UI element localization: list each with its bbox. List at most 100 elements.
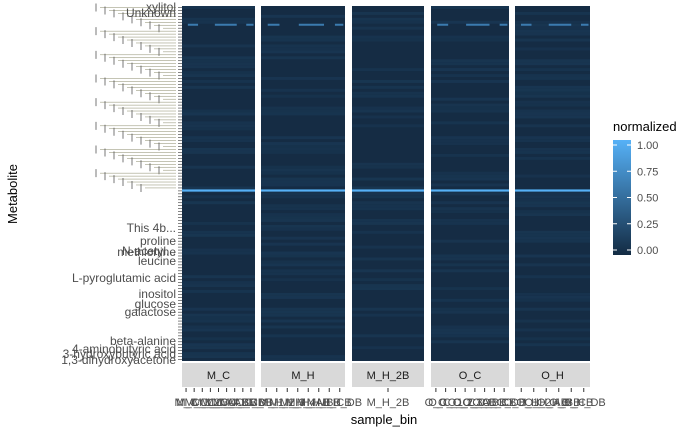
y-tick-label: 4-aminobutyric acid [72,342,176,356]
heatmap-cell [515,328,590,332]
heatmap-cell [261,142,345,146]
heatmap-cell [352,11,424,15]
heatmap-cell [515,263,590,267]
heatmap-cell [261,56,345,60]
heatmap-cell [261,325,345,329]
heatmap-cell [515,109,590,113]
x-tick-label: M_H_2 [259,397,294,409]
y-tick-label: beta-alanine [110,334,176,348]
legend-tick-label: 0.25 [637,219,658,231]
heatmap-cell [515,150,590,154]
y-tick-label: N-acetyl... [122,244,176,258]
heatmap-cell [182,59,255,63]
heatmap-cell [515,295,590,299]
heatmap-cell [352,186,424,190]
heatmap-cell [261,136,345,140]
heatmap-cell [515,68,590,72]
heatmap-cell [261,334,345,338]
heatmap-cell [261,313,345,317]
heatmap-cell [515,213,590,217]
heatmap-cell [261,183,345,187]
heatmap-cell [431,287,509,290]
heatmap-cell [261,207,345,211]
heatmap-cell [431,210,509,214]
heatmap-cell [515,77,590,80]
x-tick-label: O_H_CB [549,397,593,409]
heatmap-cell [352,85,424,89]
heatmap-cell-highlight [548,23,572,26]
heatmap-cell [182,319,255,323]
heatmap-cell [182,79,255,83]
heatmap-cell [261,263,345,267]
heatmap-cell [515,32,590,36]
heatmap-cell [431,307,509,311]
heatmap-cell [261,254,345,258]
heatmap-cell [182,121,255,125]
heatmap-cell [261,171,345,175]
heatmap-cell [182,230,255,234]
heatmap-cell [352,284,424,288]
heatmap-cell [261,213,345,217]
heatmap-cell [182,6,255,9]
heatmap-cell [431,59,509,63]
heatmap-cell [515,292,590,296]
y-tick-label: This 4b... [127,221,176,235]
heatmap-cell [515,195,590,199]
heatmap-cell [431,153,509,157]
heatmap-cell [431,97,509,101]
heatmap-cell [515,112,590,116]
facet-strip-label: O_C [459,370,482,382]
heatmap-cell [352,94,424,98]
heatmap-cell [261,310,345,314]
heatmap-cell [515,148,590,151]
heatmap-cell [182,313,255,317]
heatmap-cell [352,207,424,211]
heatmap-cell [352,162,424,166]
heatmap-cell [261,269,345,273]
heatmap-cell [515,85,590,89]
heatmap-cell [515,210,590,214]
heatmap-cell [515,29,590,33]
heatmap-cell [431,74,509,77]
heatmap-cell [261,319,345,323]
heatmap-cell [352,195,424,199]
heatmap-cell [515,38,590,42]
heatmap-cell [352,124,424,128]
y-tick-label: L-pyroglutamic acid [72,271,176,285]
heatmap-cell [352,192,424,196]
heatmap-cell [182,71,255,75]
heatmap-cell [182,112,255,116]
heatmap-cell [261,165,345,169]
heatmap-cell [431,219,509,222]
x-tick-label: O_C_AB [453,397,496,409]
heatmap-cell [182,343,255,347]
x-tick-label: M_H_3 [270,397,305,409]
heatmap-cell [431,6,509,9]
heatmap-cell [431,136,509,140]
heatmap-cell [431,254,509,258]
heatmap-cell [515,254,590,258]
heatmap-cell [515,343,590,347]
heatmap-cell-highlight [267,23,280,26]
heatmap-cell [261,148,345,151]
heatmap-cell [261,278,345,282]
facet-strip-label: O_H [541,370,564,382]
heatmap-cell [182,62,255,66]
heatmap-cell [431,109,509,113]
heatmap-cell [431,328,509,332]
heatmap-cell [352,68,424,72]
heatmap-cell [261,106,345,110]
y-axis-title: Metabolite [5,164,20,224]
heatmap-cell [261,236,345,240]
facet-strip [431,363,509,387]
heatmap-cell-highlight [246,23,254,26]
heatmap-cell [352,26,424,30]
heatmap-cell [431,103,509,107]
heatmap-cell-highlight [466,23,490,26]
heatmap-cell [515,233,590,237]
heatmap-cell [352,79,424,83]
heatmap-cell [431,68,509,72]
heatmap-cell-highlight [515,189,590,192]
heatmap-cell [261,224,345,228]
